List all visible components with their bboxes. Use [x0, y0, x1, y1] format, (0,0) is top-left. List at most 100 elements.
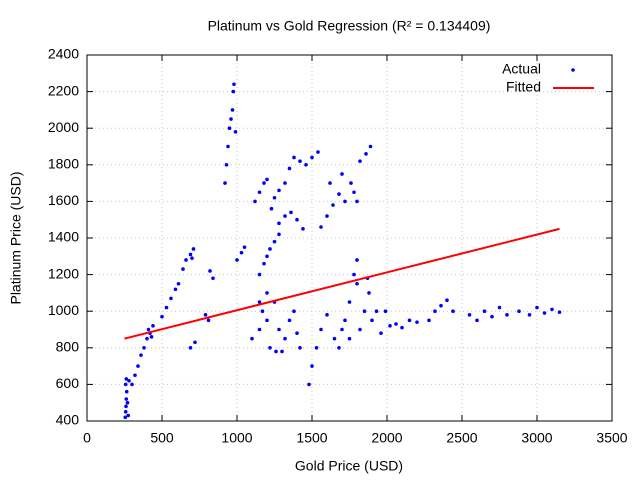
data-point — [142, 346, 146, 350]
data-point — [325, 313, 329, 317]
data-point — [265, 291, 269, 295]
data-point — [557, 310, 562, 314]
data-point — [319, 327, 323, 332]
data-point — [283, 214, 287, 218]
data-point — [550, 307, 554, 312]
data-point — [269, 206, 274, 211]
data-point — [226, 144, 230, 149]
data-point — [257, 190, 262, 195]
data-point — [295, 331, 299, 335]
data-point — [298, 159, 302, 163]
data-point — [505, 313, 509, 317]
data-point — [176, 281, 181, 286]
data-point — [224, 163, 229, 167]
data-point — [367, 291, 371, 295]
x-axis-label: Gold Price (USD) — [295, 458, 403, 474]
legend-label: Actual — [502, 61, 541, 77]
data-point — [319, 225, 323, 229]
y-tick-label: 1200 — [48, 265, 79, 281]
data-point — [277, 327, 281, 332]
data-point — [139, 353, 143, 357]
data-point — [283, 181, 287, 185]
data-point — [257, 272, 262, 277]
data-point — [257, 300, 262, 304]
data-point — [298, 346, 302, 350]
data-point — [124, 404, 128, 409]
data-point — [272, 239, 277, 244]
data-point — [257, 327, 262, 332]
data-point — [388, 324, 392, 328]
data-point — [383, 309, 388, 314]
data-point — [231, 89, 236, 94]
plot-frame — [86, 54, 613, 422]
x-tick-label: 3500 — [596, 430, 627, 446]
data-point — [169, 296, 173, 301]
x-tick-label: 0 — [83, 430, 91, 446]
data-point — [124, 377, 129, 381]
data-point — [127, 378, 131, 383]
data-point — [415, 320, 419, 324]
data-point — [223, 181, 227, 185]
y-tick-label: 1400 — [48, 229, 79, 245]
data-point — [301, 227, 305, 231]
data-point — [123, 382, 128, 387]
data-point — [343, 199, 347, 204]
data-point — [149, 335, 154, 339]
data-point — [347, 336, 352, 341]
data-point — [130, 382, 134, 387]
y-tick-label: 1600 — [48, 192, 79, 208]
data-point — [287, 166, 292, 171]
data-point — [188, 252, 193, 257]
data-point — [123, 410, 128, 414]
data-point — [173, 287, 178, 292]
data-point — [203, 313, 208, 317]
data-point — [337, 192, 341, 196]
data-point — [229, 117, 233, 121]
chart-title: Platinum vs Gold Regression (R² = 0.1344… — [208, 18, 491, 34]
data-point — [265, 177, 269, 182]
data-point — [310, 155, 314, 160]
legend-marker — [571, 68, 575, 72]
data-point — [280, 349, 284, 354]
data-point — [328, 181, 332, 185]
data-point — [337, 346, 341, 350]
data-point — [542, 311, 547, 315]
data-point — [355, 199, 359, 204]
legend-label: Fitted — [506, 79, 541, 95]
data-point — [325, 214, 329, 218]
data-point — [343, 318, 347, 323]
data-point — [265, 254, 269, 259]
y-tick-label: 400 — [56, 412, 80, 428]
data-point — [262, 181, 266, 185]
y-tick-label: 2000 — [48, 119, 79, 135]
data-point — [124, 389, 129, 394]
data-point — [292, 155, 296, 160]
data-point — [206, 318, 211, 323]
data-point — [362, 309, 367, 314]
data-point — [253, 199, 257, 204]
data-point — [358, 159, 362, 163]
data-point — [497, 305, 502, 310]
data-point — [124, 397, 129, 401]
data-point — [340, 172, 344, 176]
x-tick-label: 1500 — [296, 430, 327, 446]
x-tick-label: 500 — [150, 430, 174, 446]
data-point — [374, 309, 379, 314]
data-point — [188, 346, 193, 350]
x-tick-label: 3000 — [521, 430, 552, 446]
data-point — [292, 309, 296, 314]
data-point — [274, 349, 278, 354]
data-point — [370, 318, 374, 323]
data-point — [233, 130, 238, 134]
data-point — [527, 313, 532, 317]
x-tick-label: 2000 — [371, 430, 402, 446]
data-point — [304, 163, 308, 167]
data-point — [340, 327, 344, 332]
data-point — [368, 144, 373, 149]
data-point — [355, 281, 359, 286]
data-point — [262, 261, 266, 266]
y-tick-label: 2400 — [48, 46, 79, 62]
data-point — [145, 336, 149, 341]
data-point — [535, 305, 539, 310]
